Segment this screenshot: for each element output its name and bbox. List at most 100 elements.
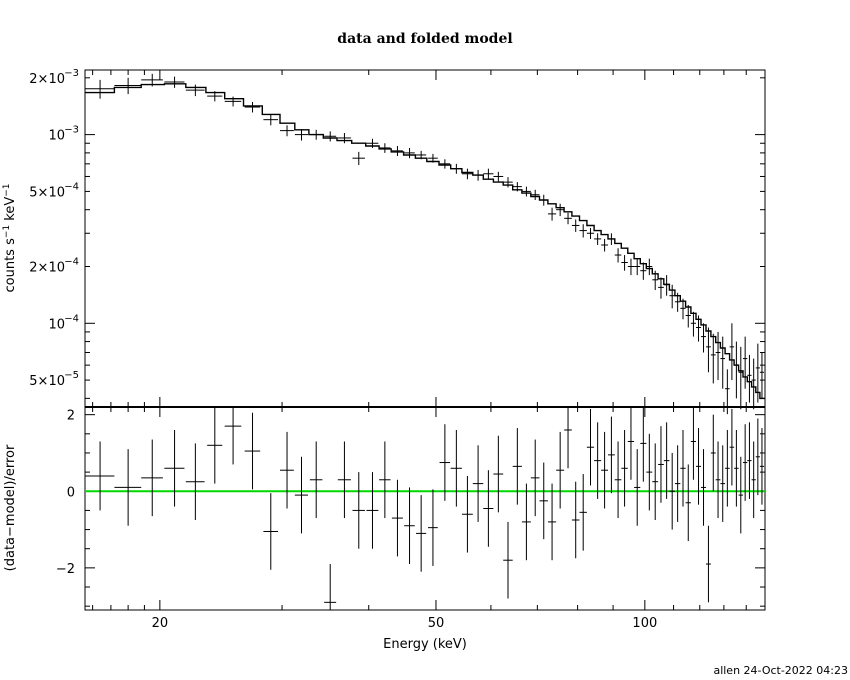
data-point — [530, 189, 540, 201]
data-point — [164, 76, 185, 88]
residual-point — [751, 441, 756, 519]
residual-point — [503, 521, 513, 599]
data-point — [337, 132, 351, 144]
data-point — [185, 84, 205, 97]
residual-point — [640, 407, 647, 482]
residual-point — [366, 472, 379, 549]
y-tick-label: −2 — [56, 562, 75, 577]
x-tick-label: 50 — [428, 616, 445, 631]
residual-point — [747, 422, 752, 499]
residual-point — [352, 472, 365, 549]
residual-point — [404, 487, 415, 565]
residual-point — [586, 408, 595, 486]
data-point — [705, 327, 711, 373]
data-point — [114, 77, 142, 95]
y-tick-label: 5×10 — [29, 374, 65, 389]
y-tick-exponent: −4 — [64, 181, 79, 192]
residual-point — [652, 443, 659, 520]
data-point — [640, 262, 647, 280]
residual-point — [280, 431, 294, 509]
y-tick-label: 2 — [67, 409, 75, 424]
data-point — [652, 270, 659, 291]
data-point — [244, 101, 261, 113]
y-tick-label: 2×10 — [29, 260, 65, 275]
residual-point — [729, 408, 735, 486]
model-step-line — [85, 83, 765, 400]
data-point — [669, 284, 675, 309]
residual-point — [85, 441, 115, 511]
residual-point — [472, 445, 484, 522]
residual-point — [755, 418, 760, 496]
residual-point — [294, 456, 309, 534]
residual-point — [720, 445, 726, 522]
data-point — [755, 343, 760, 403]
data-point — [674, 292, 681, 312]
residual-point — [742, 424, 748, 501]
data-point — [263, 114, 279, 126]
data-point — [579, 224, 587, 238]
data-point — [621, 255, 628, 271]
residual-point — [428, 489, 438, 566]
residual-point — [634, 449, 641, 526]
residual-point — [185, 443, 205, 520]
residual-point — [705, 525, 711, 603]
residual-point — [512, 428, 522, 505]
residual-point — [701, 449, 706, 526]
data-point — [720, 336, 726, 389]
residuals-frame — [84, 406, 766, 611]
residual-point — [416, 495, 427, 572]
data-point — [280, 125, 294, 137]
footer-stamp: allen 24-Oct-2022 04:23 — [713, 664, 848, 677]
residual-point — [571, 481, 580, 559]
residual-point — [324, 564, 337, 610]
y-tick-exponent: −4 — [64, 313, 79, 324]
residuals-panel: 20 50 100 −2 0 2 — [56, 70, 766, 631]
residual-point — [658, 426, 664, 503]
data-point — [701, 323, 706, 353]
residual-point — [493, 435, 504, 513]
residual-point — [669, 452, 675, 530]
data-point — [627, 258, 635, 276]
data-point — [695, 315, 702, 342]
data-point — [547, 207, 557, 221]
data-point — [207, 91, 223, 102]
data-point — [294, 129, 309, 141]
spectrum-y-axis-label: counts s−1 keV−1 — [2, 183, 18, 292]
data-point — [503, 177, 513, 188]
residual-point — [207, 407, 223, 484]
residual-point — [663, 422, 670, 499]
residual-point — [627, 407, 635, 480]
residual-point — [621, 429, 628, 507]
y-tick-label: 2×10 — [29, 72, 65, 87]
residual-point — [759, 428, 764, 505]
residual-point — [450, 429, 462, 507]
data-point — [663, 275, 670, 296]
residual-point — [309, 441, 323, 519]
residual-point — [539, 462, 548, 540]
residual-point — [337, 441, 351, 519]
data-point — [564, 212, 572, 225]
data-point — [586, 227, 595, 239]
chart-title: data and folded model — [337, 31, 512, 47]
residual-point — [547, 483, 557, 561]
residual-point — [564, 407, 572, 469]
residual-point — [690, 407, 696, 480]
data-point — [738, 346, 743, 410]
data-point — [634, 258, 641, 276]
data-point — [556, 203, 565, 217]
residual-point — [391, 479, 403, 557]
data-point — [141, 73, 163, 87]
data-point — [439, 159, 451, 169]
data-point — [601, 238, 609, 252]
residual-point — [461, 475, 473, 553]
residual-point — [263, 493, 279, 570]
residual-point — [244, 412, 261, 490]
data-point — [472, 169, 484, 181]
data-point — [404, 147, 415, 159]
spectrum-frame — [84, 69, 766, 408]
x-tick-label: 20 — [152, 616, 169, 631]
data-point — [450, 163, 462, 174]
data-point — [742, 336, 748, 389]
y-tick-label: 5×10 — [29, 185, 65, 200]
